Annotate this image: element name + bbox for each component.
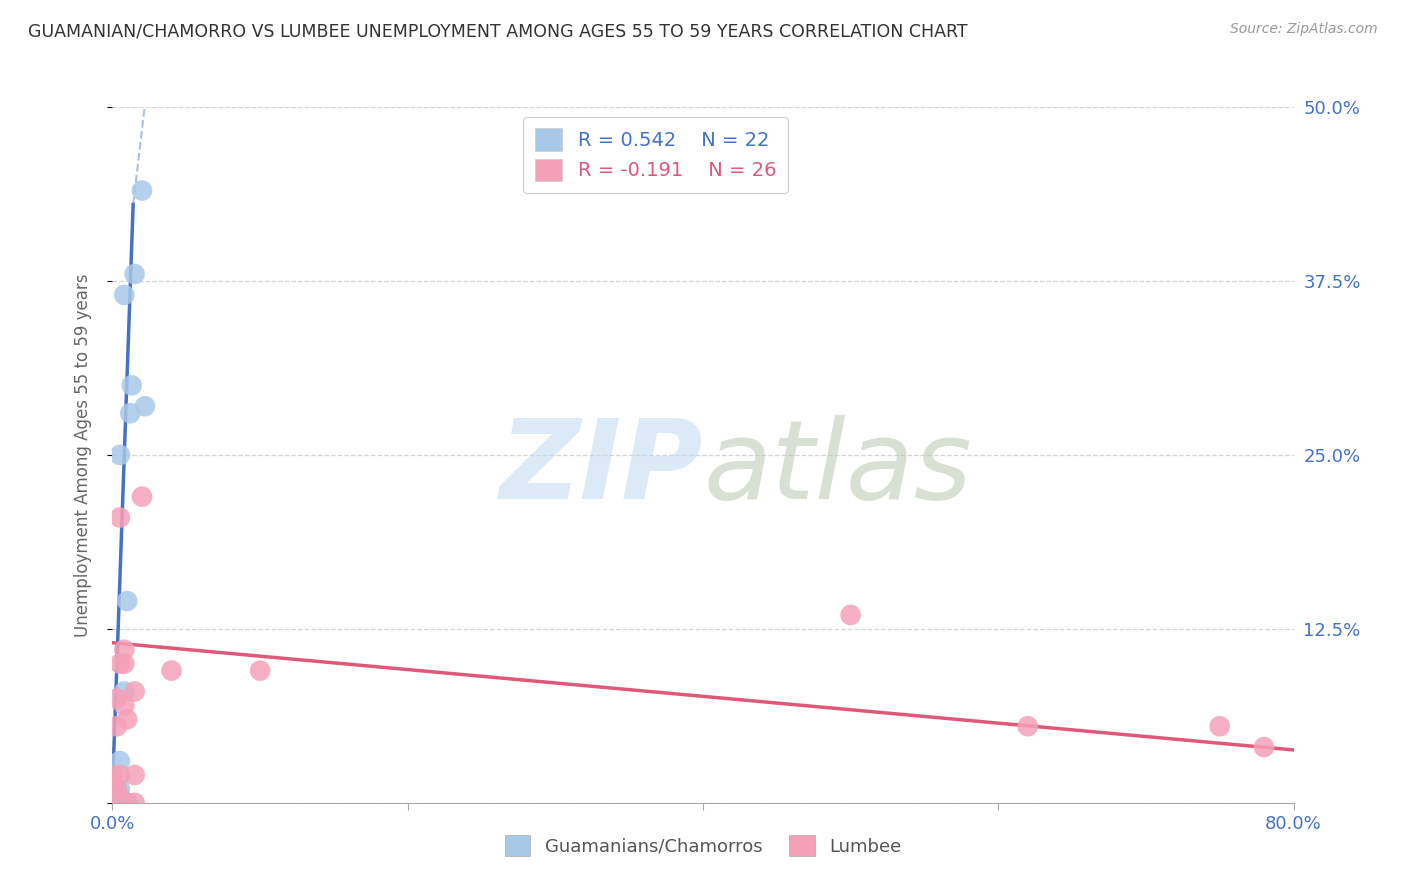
Point <box>131 184 153 198</box>
Point <box>1017 719 1039 733</box>
Point <box>839 607 862 622</box>
Point <box>105 719 128 733</box>
Point <box>101 768 124 782</box>
Point <box>1253 740 1275 755</box>
Point <box>124 684 146 698</box>
Text: Source: ZipAtlas.com: Source: ZipAtlas.com <box>1230 22 1378 37</box>
Y-axis label: Unemployment Among Ages 55 to 59 years: Unemployment Among Ages 55 to 59 years <box>73 273 91 637</box>
Point <box>112 657 135 671</box>
Point <box>108 657 131 671</box>
Point <box>160 664 183 678</box>
Point <box>108 796 131 810</box>
Point <box>105 796 128 810</box>
Point <box>134 399 156 413</box>
Point <box>112 796 135 810</box>
Point <box>108 768 131 782</box>
Point <box>124 267 146 281</box>
Point <box>101 781 124 796</box>
Point <box>105 781 128 796</box>
Point <box>105 691 128 706</box>
Text: GUAMANIAN/CHAMORRO VS LUMBEE UNEMPLOYMENT AMONG AGES 55 TO 59 YEARS CORRELATION : GUAMANIAN/CHAMORRO VS LUMBEE UNEMPLOYMEN… <box>28 22 967 40</box>
Point <box>101 781 124 796</box>
Point <box>108 754 131 768</box>
Point <box>112 698 135 713</box>
Point <box>108 448 131 462</box>
Point <box>117 796 138 810</box>
Point <box>117 796 138 810</box>
Point <box>124 768 146 782</box>
Point <box>101 775 124 789</box>
Point <box>108 781 131 796</box>
Point <box>101 796 124 810</box>
Point <box>108 510 131 524</box>
Legend: R = 0.542    N = 22, R = -0.191    N = 26: R = 0.542 N = 22, R = -0.191 N = 26 <box>523 117 789 193</box>
Point <box>121 378 143 392</box>
Point <box>117 594 138 608</box>
Point <box>101 789 124 803</box>
Point <box>117 712 138 726</box>
Point <box>112 642 135 657</box>
Point <box>112 684 135 698</box>
Point <box>249 664 271 678</box>
Point <box>105 781 128 796</box>
Point <box>112 288 135 302</box>
Point <box>124 796 146 810</box>
Point <box>1208 719 1232 733</box>
Point <box>108 796 131 810</box>
Point <box>105 796 128 810</box>
Point <box>112 796 135 810</box>
Text: ZIP: ZIP <box>499 416 703 523</box>
Point <box>120 406 142 420</box>
Point <box>108 789 131 803</box>
Point <box>131 490 153 504</box>
Point <box>105 789 128 803</box>
Text: atlas: atlas <box>703 416 972 523</box>
